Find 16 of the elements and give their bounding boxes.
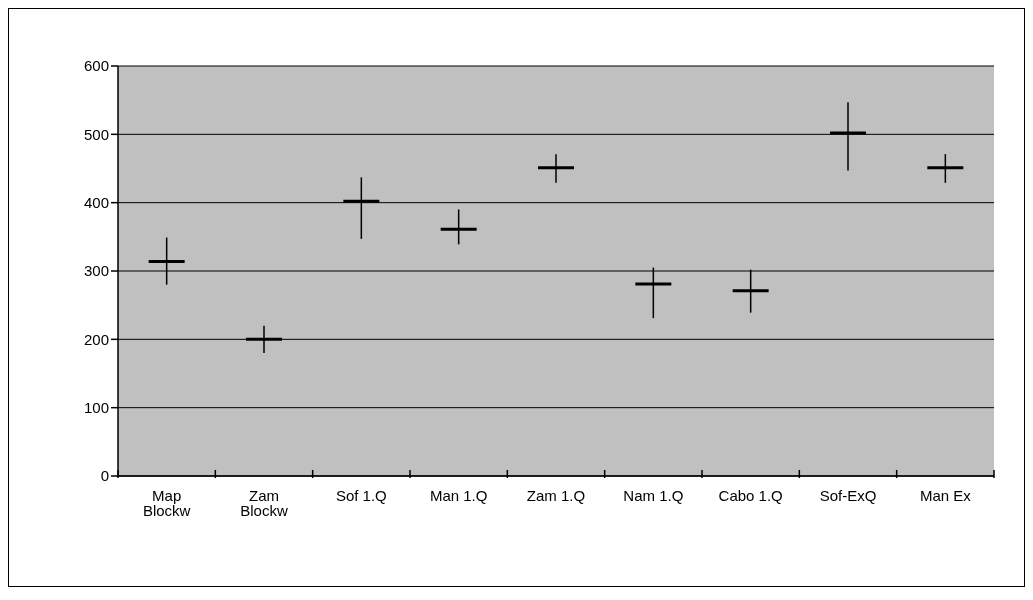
y-tick-label: 200 bbox=[83, 330, 109, 348]
x-tick-label: Zam 1.Q bbox=[526, 486, 586, 504]
x-tick-label: Sof 1.Q bbox=[335, 486, 387, 504]
x-tick-label: Nam 1.Q bbox=[623, 486, 684, 504]
y-tick-label: 600 bbox=[83, 57, 109, 75]
x-tick-label: Zam Blockw bbox=[240, 486, 288, 519]
y-tick-label: 400 bbox=[83, 193, 109, 211]
y-tick-label: 500 bbox=[83, 125, 109, 143]
x-tick-label: Cabo 1.Q bbox=[718, 486, 783, 504]
x-tick-label: Sof-ExQ bbox=[819, 486, 877, 504]
x-tick-label: Man Ex bbox=[919, 486, 972, 504]
x-tick-label: Map Blockw bbox=[142, 486, 191, 519]
y-tick-label: 100 bbox=[83, 398, 109, 416]
y-tick-label: 0 bbox=[100, 467, 109, 485]
x-tick-label: Man 1.Q bbox=[429, 486, 488, 504]
y-tick-label: 300 bbox=[83, 262, 109, 280]
